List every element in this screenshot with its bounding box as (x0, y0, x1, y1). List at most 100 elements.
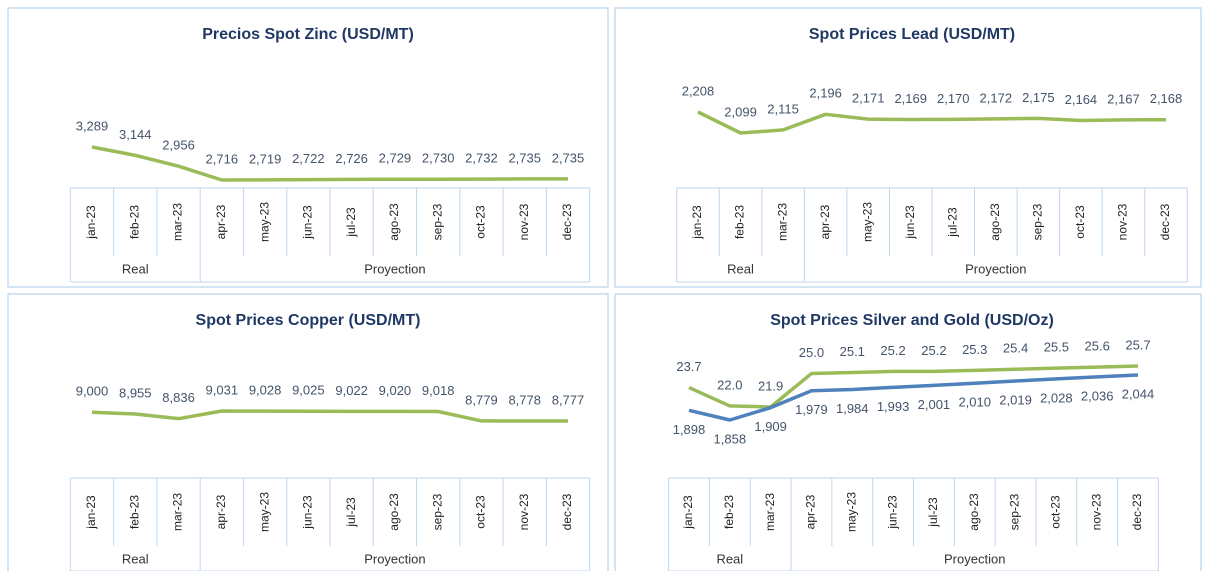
data-label: 1,858 (714, 431, 747, 446)
x-tick-label: jun-23 (885, 495, 899, 530)
data-label: 1,993 (877, 399, 910, 414)
x-tick-label: ago-23 (387, 203, 401, 241)
x-tick-label: sep-23 (1008, 493, 1022, 530)
x-tick-label: may-23 (257, 492, 271, 532)
data-label: 9,028 (249, 383, 282, 398)
data-label: 2,208 (682, 83, 715, 98)
x-tick-label: nov-23 (517, 203, 531, 240)
data-label: 2,732 (465, 151, 498, 166)
data-label: 2,115 (767, 101, 799, 116)
x-tick-label: jun-23 (301, 495, 315, 530)
line-series (91, 145, 568, 182)
x-tick-label: jun-23 (301, 205, 315, 240)
data-label: 25.7 (1125, 337, 1150, 352)
panel (614, 293, 1202, 571)
data-label: 3,289 (76, 118, 109, 133)
data-label: 9,018 (422, 383, 455, 398)
x-tick-label: oct-23 (1049, 495, 1063, 529)
x-tick-label: oct-23 (474, 495, 488, 529)
data-label: 25.0 (799, 345, 824, 360)
x-tick-label: apr-23 (214, 204, 228, 239)
x-tick-label: oct-23 (474, 205, 488, 239)
group-label: Real (122, 261, 149, 276)
line-series (697, 110, 1167, 135)
data-label: 2,001 (918, 397, 951, 412)
data-label: 2,719 (249, 151, 282, 166)
panel (7, 293, 609, 571)
data-label: 2,722 (292, 151, 325, 166)
data-label: 25.2 (921, 343, 946, 358)
x-tick-label: mar-23 (775, 203, 789, 241)
x-tick-label: jul-23 (344, 207, 358, 238)
data-label: 9,031 (206, 382, 239, 397)
x-tick-label: oct-23 (1073, 205, 1087, 239)
x-tick-label: feb-23 (127, 205, 141, 239)
data-label: 8,836 (162, 390, 195, 405)
data-label: 2,172 (980, 90, 1013, 105)
data-label: 8,779 (465, 392, 498, 407)
x-tick-label: jan-23 (84, 205, 98, 240)
x-tick-label: may-23 (257, 202, 271, 242)
data-label: 2,010 (958, 395, 991, 410)
data-label: 2,175 (1022, 90, 1055, 105)
x-tick-label: nov-23 (517, 493, 531, 530)
data-label: 25.3 (962, 342, 987, 357)
data-label: 1,909 (754, 419, 787, 434)
data-label: 2,726 (335, 151, 368, 166)
data-label: 2,730 (422, 151, 455, 166)
x-tick-label: apr-23 (214, 494, 228, 529)
x-tick-label: jun-23 (903, 205, 917, 240)
data-label: 25.4 (1003, 341, 1028, 356)
chart-title: Spot Prices Copper (USD/MT) (196, 312, 421, 329)
data-label: 9,000 (76, 384, 109, 399)
x-tick-label: mar-23 (171, 203, 185, 241)
data-label: 2,170 (937, 91, 970, 106)
x-tick-label: ago-23 (387, 493, 401, 531)
data-label: 3,144 (119, 127, 152, 142)
data-label: 2,019 (999, 392, 1032, 407)
data-label: 2,735 (508, 150, 541, 165)
x-tick-label: apr-23 (804, 494, 818, 529)
data-label: 8,955 (119, 385, 152, 400)
x-tick-label: jan-23 (84, 495, 98, 530)
x-tick-label: jan-23 (690, 205, 704, 240)
x-tick-label: ago-23 (967, 493, 981, 531)
line-series (688, 373, 1139, 422)
data-label: 2,168 (1150, 91, 1183, 106)
data-label: 9,020 (379, 383, 412, 398)
x-tick-label: may-23 (844, 492, 858, 532)
data-label: 2,729 (379, 151, 412, 166)
group-label: Real (122, 551, 149, 566)
data-label: 2,196 (809, 86, 842, 101)
line-series (688, 364, 1139, 409)
data-label: 1,979 (795, 402, 828, 417)
group-label: Proyection (364, 551, 425, 566)
data-label: 25.2 (880, 343, 905, 358)
x-tick-label: feb-23 (722, 495, 736, 529)
data-label: 8,778 (508, 392, 541, 407)
data-label: 23.7 (676, 359, 701, 374)
x-tick-label: nov-23 (1116, 203, 1130, 240)
data-label: 1,898 (673, 422, 706, 437)
group-label: Real (727, 261, 754, 276)
data-label: 2,956 (162, 138, 195, 153)
x-tick-label: feb-23 (733, 205, 747, 239)
x-tick-label: ago-23 (988, 203, 1002, 241)
group-label: Proyection (965, 261, 1026, 276)
panel (7, 7, 609, 288)
chart-title: Spot Prices Lead (USD/MT) (809, 26, 1015, 43)
x-tick-label: may-23 (860, 202, 874, 242)
chart-title: Precios Spot Zinc (USD/MT) (202, 26, 414, 43)
data-label: 2,036 (1081, 388, 1114, 403)
x-tick-label: sep-23 (1031, 203, 1045, 240)
x-tick-label: jan-23 (681, 495, 695, 530)
data-label: 2,735 (552, 150, 585, 165)
data-label: 9,022 (335, 383, 368, 398)
chart-title: Spot Prices Silver and Gold (USD/Oz) (770, 312, 1054, 329)
x-tick-label: sep-23 (430, 203, 444, 240)
group-label: Real (716, 551, 743, 566)
data-label: 22.0 (717, 377, 742, 392)
data-label: 25.6 (1085, 339, 1110, 354)
data-label: 2,028 (1040, 390, 1073, 405)
